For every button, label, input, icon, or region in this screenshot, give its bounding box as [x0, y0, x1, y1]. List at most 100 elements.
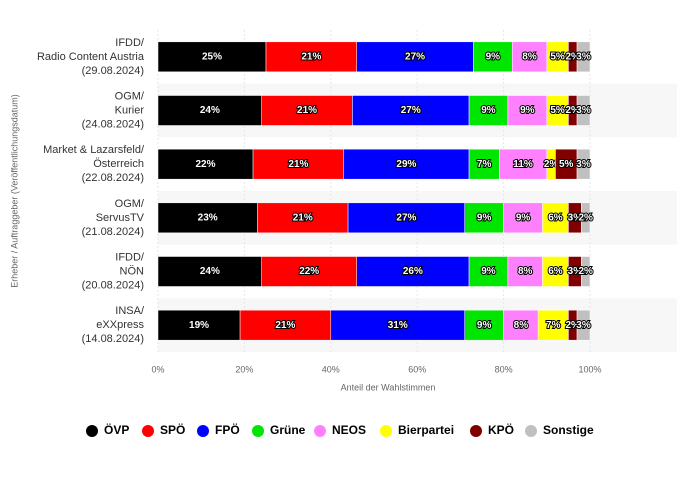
value-label: 7% — [477, 159, 492, 170]
bar-segment — [352, 95, 470, 126]
value-label: 2% — [578, 266, 593, 277]
bar-segment — [347, 202, 465, 234]
value-label: 23% — [198, 212, 218, 223]
legend-label: KPÖ — [488, 422, 514, 437]
x-tick-label: 80% — [495, 364, 513, 374]
legend-marker — [197, 425, 209, 437]
value-label: 21% — [301, 51, 321, 62]
value-label: 6% — [548, 212, 563, 223]
value-label: 3% — [568, 266, 583, 277]
legend-marker — [252, 425, 264, 437]
x-tick-label: 40% — [322, 364, 340, 374]
bar-segment — [507, 256, 543, 287]
legend-marker — [314, 425, 326, 437]
value-label: 5% — [559, 159, 574, 170]
legend-marker — [86, 425, 98, 437]
bar-segment — [473, 41, 513, 73]
value-label: 7% — [546, 320, 561, 331]
x-tick-label: 100% — [578, 364, 601, 374]
x-tick-label: 0% — [151, 364, 164, 374]
bar-segment — [581, 256, 591, 287]
value-label: 9% — [477, 212, 492, 223]
bar-segment — [252, 148, 345, 180]
value-label: 11% — [513, 159, 533, 170]
bar-segment — [343, 148, 470, 180]
value-label: 9% — [520, 105, 535, 116]
bar-segment — [542, 256, 569, 287]
bar-segment — [468, 148, 500, 180]
bar-segment — [157, 202, 258, 234]
value-label: 9% — [516, 212, 531, 223]
bar-segment — [257, 202, 349, 234]
bar-segment — [507, 95, 548, 126]
value-label: 24% — [200, 105, 220, 116]
value-label: 27% — [401, 105, 421, 116]
value-label: 3% — [576, 51, 591, 62]
y-tick-label: IFDD/NÖN (20.08.2024) — [82, 251, 145, 291]
bar-segment — [581, 202, 591, 234]
bar-segment — [157, 148, 254, 180]
y-tick-label: INSA/eXXpress (14.08.2024) — [82, 305, 145, 345]
y-tick-label: OGM/ServusTV (21.08.2024) — [82, 198, 145, 238]
value-label: 29% — [396, 159, 416, 170]
value-label: 22% — [299, 266, 319, 277]
value-label: 21% — [293, 212, 313, 223]
value-label: 21% — [288, 159, 308, 170]
value-label: 2% — [578, 212, 593, 223]
value-label: 9% — [481, 266, 496, 277]
legend-label: Sonstige — [543, 423, 594, 437]
bar-segment — [468, 256, 509, 287]
legend-marker — [470, 425, 482, 437]
y-axis-label: Erheber / Auftraggeber (Veröffentlichung… — [9, 94, 19, 287]
value-label: 9% — [486, 51, 501, 62]
x-axis-label: Anteil der Wahlstimmen — [341, 382, 436, 392]
value-label: 9% — [477, 320, 492, 331]
legend-label: FPÖ — [215, 422, 240, 437]
value-label: 8% — [514, 320, 529, 331]
bar-segment — [503, 202, 543, 234]
y-tick-label: IFDD/Radio Content Austria (29.08.2024) — [37, 37, 145, 77]
value-label: 31% — [388, 320, 408, 331]
y-tick-label: Market & Lazarsfeld/Österreich (22.08.202… — [43, 144, 145, 184]
legend-label: Bierpartei — [398, 423, 454, 437]
x-tick-label: 20% — [235, 364, 253, 374]
bar-segment — [261, 256, 357, 287]
value-label: 3% — [576, 105, 591, 116]
bar-segment — [464, 202, 504, 234]
legend-label: ÖVP — [104, 422, 129, 437]
bar-segment — [261, 95, 353, 126]
value-label: 5% — [550, 105, 565, 116]
bar-segment — [576, 95, 591, 126]
bar-segment — [576, 309, 591, 341]
legend-marker — [380, 425, 392, 437]
legend-marker — [142, 425, 154, 437]
value-label: 26% — [403, 266, 423, 277]
value-label: 3% — [576, 159, 591, 170]
value-label: 8% — [522, 51, 537, 62]
value-label: 27% — [396, 212, 416, 223]
y-tick-label: OGM/Kurier (24.08.2024) — [82, 90, 145, 130]
value-label: 21% — [275, 320, 295, 331]
bar-segment — [157, 41, 267, 73]
legend-marker — [525, 425, 537, 437]
bar-segment — [157, 95, 262, 126]
legend-label: SPÖ — [160, 422, 185, 437]
value-label: 24% — [200, 266, 220, 277]
value-label: 19% — [189, 320, 209, 331]
value-label: 27% — [405, 51, 425, 62]
bar-segment — [576, 148, 591, 180]
bar-segment — [468, 95, 509, 126]
bar-segment — [499, 148, 548, 180]
x-tick-label: 60% — [408, 364, 426, 374]
legend-label: NEOS — [332, 423, 366, 437]
value-label: 9% — [481, 105, 496, 116]
value-label: 21% — [297, 105, 317, 116]
value-label: 5% — [550, 51, 565, 62]
bar-segment — [356, 41, 474, 73]
value-label: 8% — [518, 266, 533, 277]
value-label: 6% — [548, 266, 563, 277]
bar-segment — [511, 41, 548, 73]
bar-segment — [356, 256, 470, 287]
value-label: 3% — [576, 320, 591, 331]
